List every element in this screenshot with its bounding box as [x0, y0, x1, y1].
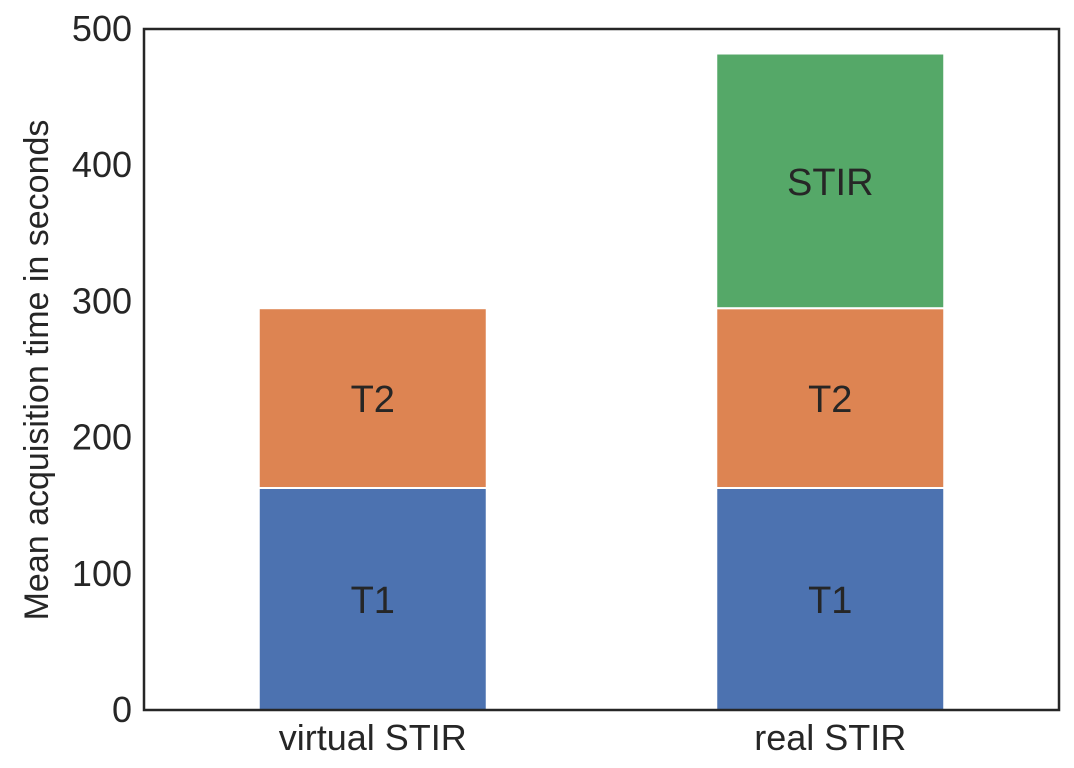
bar-segment-label: STIR [787, 162, 874, 204]
bar-segment-stir [715, 52, 946, 310]
y-axis-title-group: Mean acquisition time in seconds [18, 120, 56, 621]
bar-segment-label: T1 [351, 580, 395, 622]
y-tick-label: 300 [72, 280, 132, 321]
y-tick-label: 500 [72, 8, 132, 49]
y-axis-ticks: 0 100 200 300 400 500 [72, 8, 132, 730]
y-tick-label: 200 [72, 417, 132, 458]
y-tick-label: 100 [72, 553, 132, 594]
bars: T1 T2 T1 T2 STIR [257, 52, 946, 711]
y-tick-label: 0 [112, 689, 132, 730]
bar-segment-t2 [257, 307, 488, 489]
bar-segment-t2 [715, 307, 946, 489]
x-axis-tick-labels: virtual STIR real STIR [279, 717, 907, 758]
bar-segment-label: T2 [351, 379, 395, 421]
y-tick-label: 400 [72, 144, 132, 185]
x-tick-label: real STIR [754, 717, 906, 758]
bar-segment-label: T2 [808, 379, 852, 421]
y-axis-title: Mean acquisition time in seconds [18, 120, 56, 621]
plot-frame [142, 27, 1061, 712]
bar-segment-t1 [257, 486, 488, 711]
bar-segment-label: T1 [808, 580, 852, 622]
x-tick-label: virtual STIR [279, 717, 467, 758]
